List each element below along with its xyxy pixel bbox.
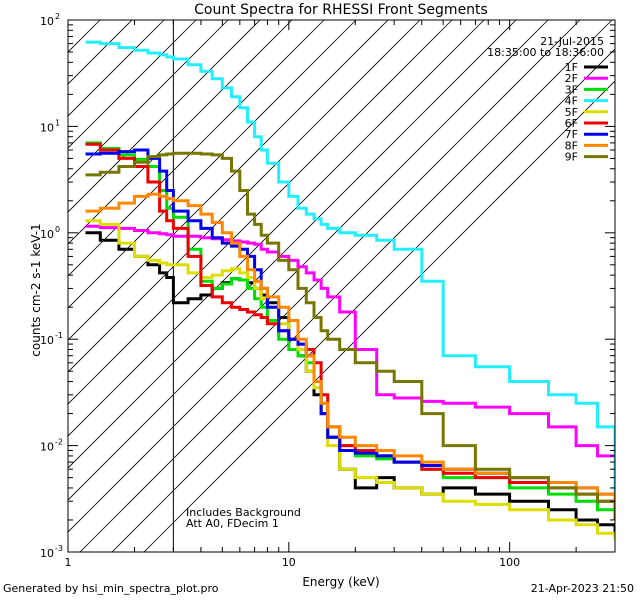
attenuator-shaded-region xyxy=(68,20,615,552)
legend-label: 3F xyxy=(565,83,578,96)
y-tick-exponent: 1 xyxy=(55,118,60,127)
legend-label: 8F xyxy=(565,139,578,152)
date-label: 21-Jul-2015 xyxy=(540,35,604,48)
series-line-8F xyxy=(85,192,615,502)
series-line-9F xyxy=(85,151,615,520)
y-tick-label: 10 xyxy=(40,228,54,241)
y-tick-label: 10 xyxy=(40,547,54,560)
hatch-line xyxy=(68,20,549,501)
series-line-4F xyxy=(85,40,615,502)
legend-label: 2F xyxy=(565,72,578,85)
series-line-5F xyxy=(85,219,615,540)
legend-label: 1F xyxy=(565,61,578,74)
legend-label: 6F xyxy=(565,117,578,130)
hatch-line xyxy=(68,20,421,373)
x-tick-label: 1 xyxy=(65,556,72,569)
generated-by-footer: Generated by hsi_min_spectra_plot.pro xyxy=(3,582,219,595)
legend-label: 7F xyxy=(565,128,578,141)
hatch-line xyxy=(68,20,293,245)
y-tick-label: 10 xyxy=(40,441,54,454)
series-layer xyxy=(85,40,615,540)
hatch-line xyxy=(68,20,517,469)
y-tick-exponent: -3 xyxy=(55,544,63,553)
annotation-attenuator: Att A0, FDecim 1 xyxy=(186,517,279,530)
annotation-background: Includes Background xyxy=(186,506,301,519)
y-tick-exponent: 2 xyxy=(55,12,60,21)
y-tick-exponent: -1 xyxy=(55,331,63,340)
hatch-line xyxy=(68,20,197,149)
hatch-line xyxy=(68,20,389,341)
hatch-line xyxy=(79,20,613,552)
hatch-line xyxy=(68,20,261,213)
y-axis-label: counts cm-2 s-1 keV-1 xyxy=(29,223,43,356)
hatch-line xyxy=(143,80,615,552)
legend-label: 9F xyxy=(565,151,578,164)
plot-frame xyxy=(67,19,616,553)
y-tick-label: 10 xyxy=(40,15,54,28)
x-axis-label: Energy (keV) xyxy=(302,575,379,589)
hatch-line xyxy=(68,20,229,181)
chart-title: Count Spectra for RHESSI Front Segments xyxy=(194,2,488,18)
y-tick-exponent: 0 xyxy=(55,225,60,234)
x-tick-label: 10 xyxy=(282,556,296,569)
legend-label: 5F xyxy=(565,106,578,119)
hatch-line xyxy=(68,20,581,533)
y-tick-label: 10 xyxy=(40,121,54,134)
x-axis: 10 100 1 xyxy=(65,20,616,569)
legend-label: 4F xyxy=(565,95,578,108)
hatch-line xyxy=(68,20,453,405)
x-tick-label: 100 xyxy=(499,556,520,569)
hatch-line xyxy=(68,20,165,117)
hatch-line xyxy=(68,20,325,277)
hatch-line xyxy=(68,20,485,437)
y-tick-exponent: -2 xyxy=(55,438,63,447)
y-tick-label: 10 xyxy=(40,334,54,347)
hatch-line xyxy=(111,48,615,552)
time-range-label: 18:35:00 to 18:36:00 xyxy=(487,46,604,59)
hatch-line xyxy=(68,20,357,309)
timestamp-footer: 21-Apr-2023 21:50 xyxy=(530,582,634,595)
series-line-2F xyxy=(85,224,615,463)
